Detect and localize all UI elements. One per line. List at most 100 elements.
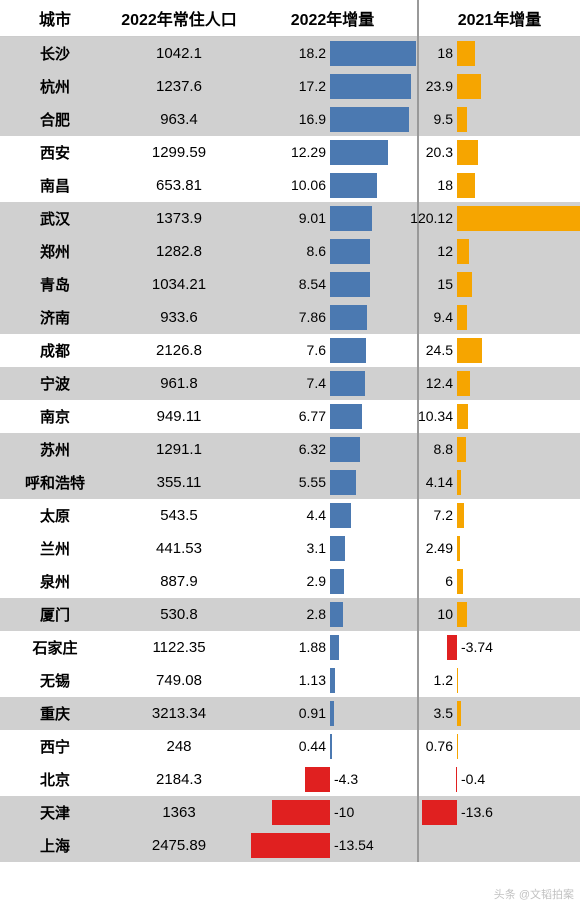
population-cell: 1282.8 <box>110 235 248 268</box>
data-bar <box>330 140 388 165</box>
data-bar <box>330 668 335 693</box>
bar-cell: 15 <box>418 268 580 301</box>
bar-label: 15 <box>437 268 453 301</box>
table-row: 兰州441.533.1 2.49 <box>0 532 580 565</box>
city-cell: 天津 <box>0 796 110 829</box>
population-cell: 1299.59 <box>110 136 248 169</box>
population-table: 城市 2022年常住人口 2022年增量 2021年增量 长沙1042.118.… <box>0 0 580 862</box>
bar-label: 9.4 <box>434 301 453 334</box>
table-row: 南昌653.8110.0618 <box>0 169 580 202</box>
bar-label: 18 <box>437 37 453 70</box>
table-row: 武汉1373.99.01120.12 <box>0 202 580 235</box>
bar-label: 7.4 <box>307 367 326 400</box>
watermark: 头条 @文韬拍案 <box>494 886 574 902</box>
bar-cell: 8.54 <box>248 268 418 301</box>
bar-cell: 18 <box>418 169 580 202</box>
bar-label: 4.4 <box>307 499 326 532</box>
bar-label: 1.88 <box>299 631 326 664</box>
data-bar <box>251 833 330 858</box>
population-cell: 1363 <box>110 796 248 829</box>
population-cell: 1237.6 <box>110 70 248 103</box>
city-cell: 西安 <box>0 136 110 169</box>
city-cell: 南京 <box>0 400 110 433</box>
bar-cell: 2.49 <box>418 532 580 565</box>
bar-cell: -13.6 <box>418 796 580 829</box>
data-bar <box>305 767 330 792</box>
table-row: 北京2184.3-4.3-0.4 <box>0 763 580 796</box>
data-bar <box>457 470 461 495</box>
bar-cell: -4.3 <box>248 763 418 796</box>
bar-cell: 12.4 <box>418 367 580 400</box>
bar-label: 6 <box>445 565 453 598</box>
bar-cell: 4.4 <box>248 499 418 532</box>
bar-label: 4.14 <box>426 466 453 499</box>
bar-label: 12 <box>437 235 453 268</box>
col-delta-2022: 2022年增量 <box>248 0 418 37</box>
bar-cell: 17.2 <box>248 70 418 103</box>
table-row: 杭州1237.617.223.9 <box>0 70 580 103</box>
city-cell: 武汉 <box>0 202 110 235</box>
bar-cell: 20.3 <box>418 136 580 169</box>
bar-cell: 3.5 <box>418 697 580 730</box>
bar-cell: 3.1 <box>248 532 418 565</box>
city-cell: 北京 <box>0 763 110 796</box>
data-bar <box>330 272 370 297</box>
population-cell: 887.9 <box>110 565 248 598</box>
data-bar <box>330 437 360 462</box>
bar-cell: 16.9 <box>248 103 418 136</box>
table-row: 上海2475.89-13.54 <box>0 829 580 862</box>
bar-cell: 7.86 <box>248 301 418 334</box>
city-cell: 兰州 <box>0 532 110 565</box>
bar-label: -0.4 <box>461 763 485 796</box>
bar-cell: 120.12 <box>418 202 580 235</box>
data-bar <box>447 635 457 660</box>
bar-label: 2.49 <box>426 532 453 565</box>
data-bar <box>457 503 464 528</box>
bar-cell: 9.4 <box>418 301 580 334</box>
bar-cell: 9.5 <box>418 103 580 136</box>
data-bar <box>330 470 356 495</box>
data-bar <box>272 800 330 825</box>
table-row: 长沙1042.1 18.2 18 <box>0 37 580 70</box>
bar-cell: -10 <box>248 796 418 829</box>
bar-label: 2.9 <box>307 565 326 598</box>
population-cell: 355.11 <box>110 466 248 499</box>
data-bar <box>330 41 416 66</box>
population-cell: 441.53 <box>110 532 248 565</box>
bar-cell: 7.2 <box>418 499 580 532</box>
bar-cell: 9.01 <box>248 202 418 235</box>
data-bar <box>457 74 481 99</box>
table-row: 呼和浩特355.115.554.14 <box>0 466 580 499</box>
col-city: 城市 <box>0 0 110 37</box>
table-row: 天津1363-10-13.6 <box>0 796 580 829</box>
city-cell: 石家庄 <box>0 631 110 664</box>
data-bar <box>422 800 457 825</box>
col-delta-2021: 2021年增量 <box>418 0 580 37</box>
bar-label: 10 <box>437 598 453 631</box>
bar-cell: 24.5 <box>418 334 580 367</box>
bar-label: 0.91 <box>299 697 326 730</box>
bar-label: -4.3 <box>334 763 358 796</box>
table-row: 南京949.116.7710.34 <box>0 400 580 433</box>
bar-label: 1.13 <box>299 664 326 697</box>
data-bar <box>330 371 365 396</box>
bar-label: 10.34 <box>418 400 453 433</box>
bar-label: 10.06 <box>291 169 326 202</box>
city-cell: 长沙 <box>0 37 110 70</box>
population-cell: 1042.1 <box>110 37 248 70</box>
bar-cell: 10 <box>418 598 580 631</box>
bar-label: 17.2 <box>299 70 326 103</box>
data-bar <box>330 173 377 198</box>
data-bar <box>457 239 469 264</box>
data-bar <box>457 536 460 561</box>
table-row: 青岛1034.218.5415 <box>0 268 580 301</box>
population-cell: 2126.8 <box>110 334 248 367</box>
city-cell: 呼和浩特 <box>0 466 110 499</box>
bar-cell: 1.2 <box>418 664 580 697</box>
table-row: 泉州887.92.96 <box>0 565 580 598</box>
data-bar <box>457 701 461 726</box>
bar-cell: 1.13 <box>248 664 418 697</box>
bar-label: 18.2 <box>299 37 326 70</box>
data-bar <box>330 107 409 132</box>
bar-cell: 8.8 <box>418 433 580 466</box>
